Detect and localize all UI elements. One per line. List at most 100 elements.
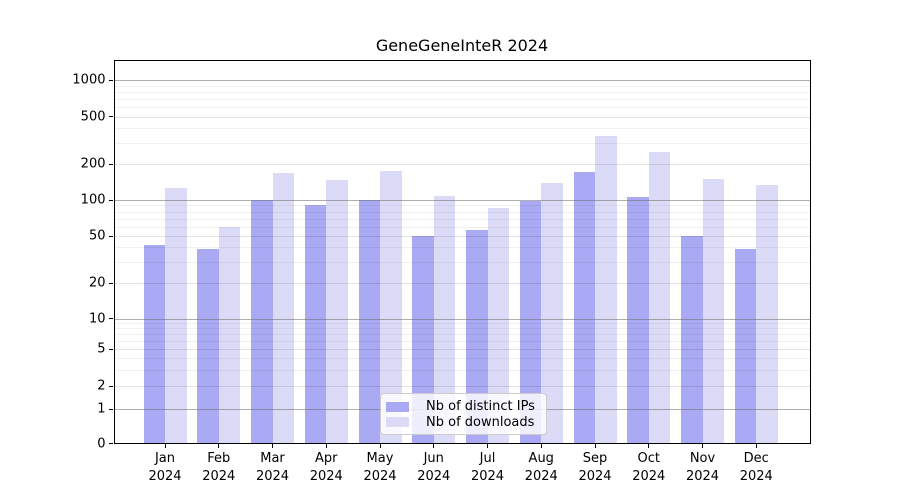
y-tick-label-0: 0	[97, 436, 106, 451]
x-tick-mark	[487, 443, 489, 448]
gridline-50	[114, 236, 810, 237]
bar-aug-distinct-ips	[519, 200, 542, 443]
bar-nov-downloads	[702, 178, 724, 443]
bar-oct-distinct-ips	[627, 196, 649, 443]
bar-jul-downloads	[487, 208, 509, 443]
y-tick-mark	[109, 116, 113, 118]
y-tick-label-10: 10	[88, 311, 106, 326]
y-tick-mark	[109, 282, 113, 284]
gridline-7	[114, 334, 810, 336]
bar-jul-distinct-ips	[466, 230, 488, 443]
gridline-60	[114, 226, 810, 228]
gridline-3	[114, 369, 810, 371]
y-tick-mark	[109, 199, 113, 201]
y-tick-mark	[109, 348, 113, 350]
bar-nov-distinct-ips	[681, 236, 703, 443]
y-tick-mark	[109, 163, 113, 165]
gridline-70	[114, 218, 810, 220]
bar-mar-downloads	[272, 173, 294, 443]
gridline-30	[114, 262, 810, 264]
bar-feb-distinct-ips	[197, 248, 219, 443]
y-tick-label-1: 1	[97, 401, 106, 417]
x-tick-label-nov: Nov 2024	[685, 450, 720, 484]
bar-sep-distinct-ips	[573, 172, 595, 443]
bar-dec-downloads	[756, 185, 778, 443]
legend-label: Nb of downloads	[426, 414, 535, 430]
y-tick-mark	[109, 408, 113, 410]
gridline-5	[114, 349, 810, 350]
y-tick-label-5: 5	[97, 341, 106, 357]
x-tick-mark	[433, 443, 435, 448]
gridline-9	[114, 323, 810, 325]
bar-feb-downloads	[218, 226, 241, 443]
x-tick-mark	[325, 443, 327, 448]
y-tick-mark	[109, 385, 113, 387]
gridline-900	[114, 85, 810, 87]
x-tick-label-oct: Oct 2024	[632, 450, 666, 484]
gridline-40	[114, 247, 810, 249]
x-tick-mark	[164, 443, 166, 448]
x-tick-label-dec: Dec 2024	[739, 450, 773, 484]
bar-dec-distinct-ips	[734, 248, 757, 443]
y-tick-label-500: 500	[80, 109, 106, 124]
gridline-20	[114, 283, 810, 284]
y-tick-mark	[109, 235, 113, 237]
x-tick-label-may: May 2024	[363, 450, 397, 484]
gridline-90	[114, 205, 810, 207]
gridline-8	[114, 328, 810, 330]
x-tick-mark	[218, 443, 220, 448]
bar-apr-distinct-ips	[304, 204, 327, 443]
legend-swatch-distinct-ips	[386, 401, 409, 412]
gridline-10	[114, 318, 810, 320]
gridline-2	[114, 386, 810, 387]
y-tick-label-1000: 1000	[72, 72, 106, 88]
gridline-800	[114, 91, 810, 93]
y-tick-mark	[109, 79, 113, 81]
legend-label: Nb of distinct IPs	[426, 399, 535, 415]
gridline-700	[114, 98, 810, 100]
bar-jun-distinct-ips	[412, 236, 434, 443]
x-tick-label-jan: Jan 2024	[148, 450, 182, 484]
gridline-400	[114, 128, 810, 130]
bar-oct-downloads	[648, 152, 671, 443]
gridline-300	[114, 142, 810, 144]
bar-may-distinct-ips	[358, 200, 380, 443]
x-tick-mark	[594, 443, 596, 448]
gridline-100	[114, 200, 810, 201]
gridline-200	[114, 164, 810, 165]
gridline-80	[114, 211, 810, 213]
x-tick-mark	[379, 443, 381, 448]
x-tick-label-feb: Feb 2024	[202, 450, 236, 484]
bar-jan-distinct-ips	[143, 244, 165, 443]
y-tick-label-100: 100	[80, 192, 106, 208]
gridline-4	[114, 358, 810, 359]
x-tick-mark	[755, 443, 757, 448]
legend-item-distinct-ips: Nb of distinct IPs	[386, 399, 539, 415]
legend-swatch-downloads	[386, 417, 409, 428]
y-tick-mark	[109, 443, 113, 445]
x-tick-mark	[648, 443, 650, 448]
x-tick-label-sep: Sep 2024	[578, 450, 612, 484]
chart-title: GeneGeneInteR 2024	[375, 36, 549, 55]
x-tick-label-mar: Mar 2024	[255, 450, 290, 484]
y-tick-label-2: 2	[97, 378, 106, 394]
y-tick-mark	[109, 318, 113, 320]
x-tick-label-aug: Aug 2024	[524, 450, 558, 484]
x-tick-label-apr: Apr 2024	[309, 450, 343, 484]
bar-aug-downloads	[541, 182, 563, 443]
x-tick-label-jun: Jun 2024	[417, 450, 451, 484]
gridline-1000	[114, 80, 810, 81]
gridline-6	[114, 340, 810, 342]
bar-may-downloads	[380, 170, 402, 443]
y-tick-label-200: 200	[80, 156, 106, 172]
bar-sep-downloads	[595, 135, 617, 443]
bar-mar-distinct-ips	[251, 200, 273, 443]
x-tick-mark	[272, 443, 274, 448]
y-tick-label-20: 20	[88, 275, 106, 291]
x-tick-mark	[702, 443, 704, 448]
gridline-500	[114, 116, 810, 118]
bar-apr-downloads	[326, 179, 348, 443]
bar-jan-downloads	[165, 187, 187, 443]
plot-area	[113, 60, 811, 444]
